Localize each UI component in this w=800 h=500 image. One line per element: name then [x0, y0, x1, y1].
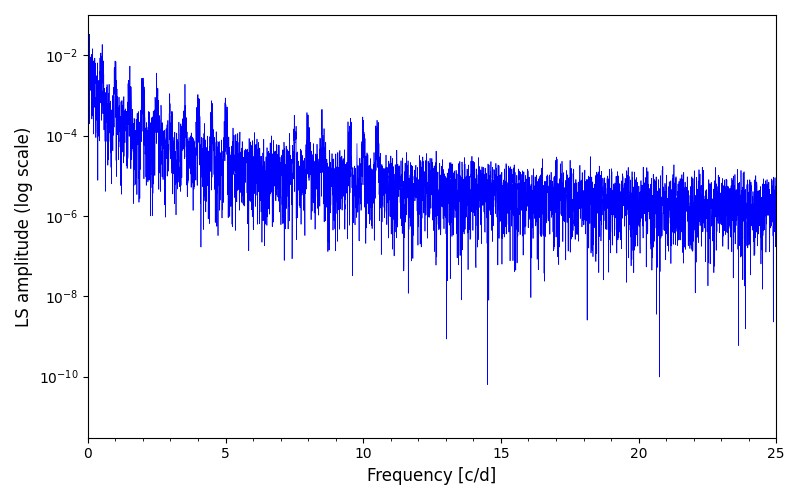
- X-axis label: Frequency [c/d]: Frequency [c/d]: [367, 467, 497, 485]
- Y-axis label: LS amplitude (log scale): LS amplitude (log scale): [15, 126, 33, 326]
